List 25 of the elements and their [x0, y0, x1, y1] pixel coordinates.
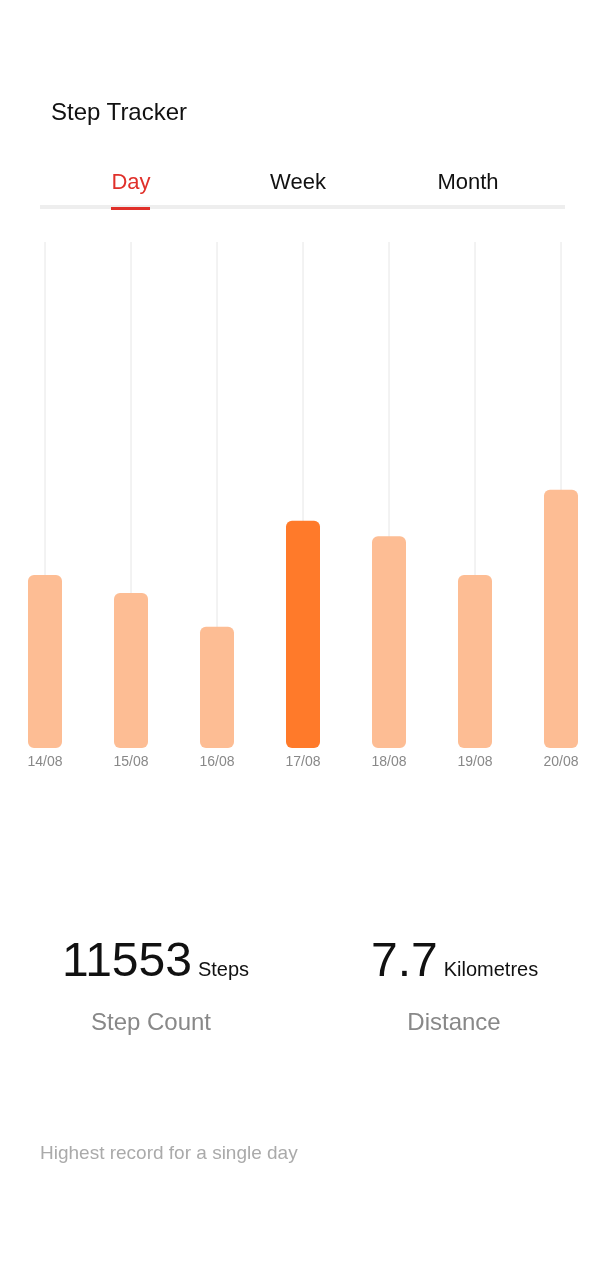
bar [458, 575, 492, 748]
text: 11553 [62, 933, 192, 986]
text: Day [110, 169, 152, 195]
bar [114, 593, 148, 748]
x-tick-label: 14/08 [27, 752, 63, 769]
text: Kilometres [443, 958, 539, 980]
x-tick-label: 20/08 [543, 752, 579, 769]
x-tick-label: 19/08 [457, 752, 493, 769]
chart-title: Step Tracker [51, 98, 188, 126]
text: Distance [406, 1008, 502, 1036]
bar [28, 575, 62, 748]
bar [286, 520, 320, 748]
text: 7.7 [371, 933, 438, 986]
x-tick-label: 15/08 [113, 752, 149, 769]
text: Steps [197, 958, 250, 980]
bar [200, 626, 234, 748]
bar [544, 489, 578, 748]
x-tick-label: 18/08 [371, 752, 407, 769]
text: Month [436, 169, 500, 195]
text: Highest record for a single day [40, 1142, 298, 1164]
text: Week [269, 169, 327, 195]
bar [372, 536, 406, 748]
text: Step Count [89, 1008, 213, 1036]
x-tick-label: 16/08 [199, 752, 235, 769]
x-tick-label: 17/08 [285, 752, 321, 769]
